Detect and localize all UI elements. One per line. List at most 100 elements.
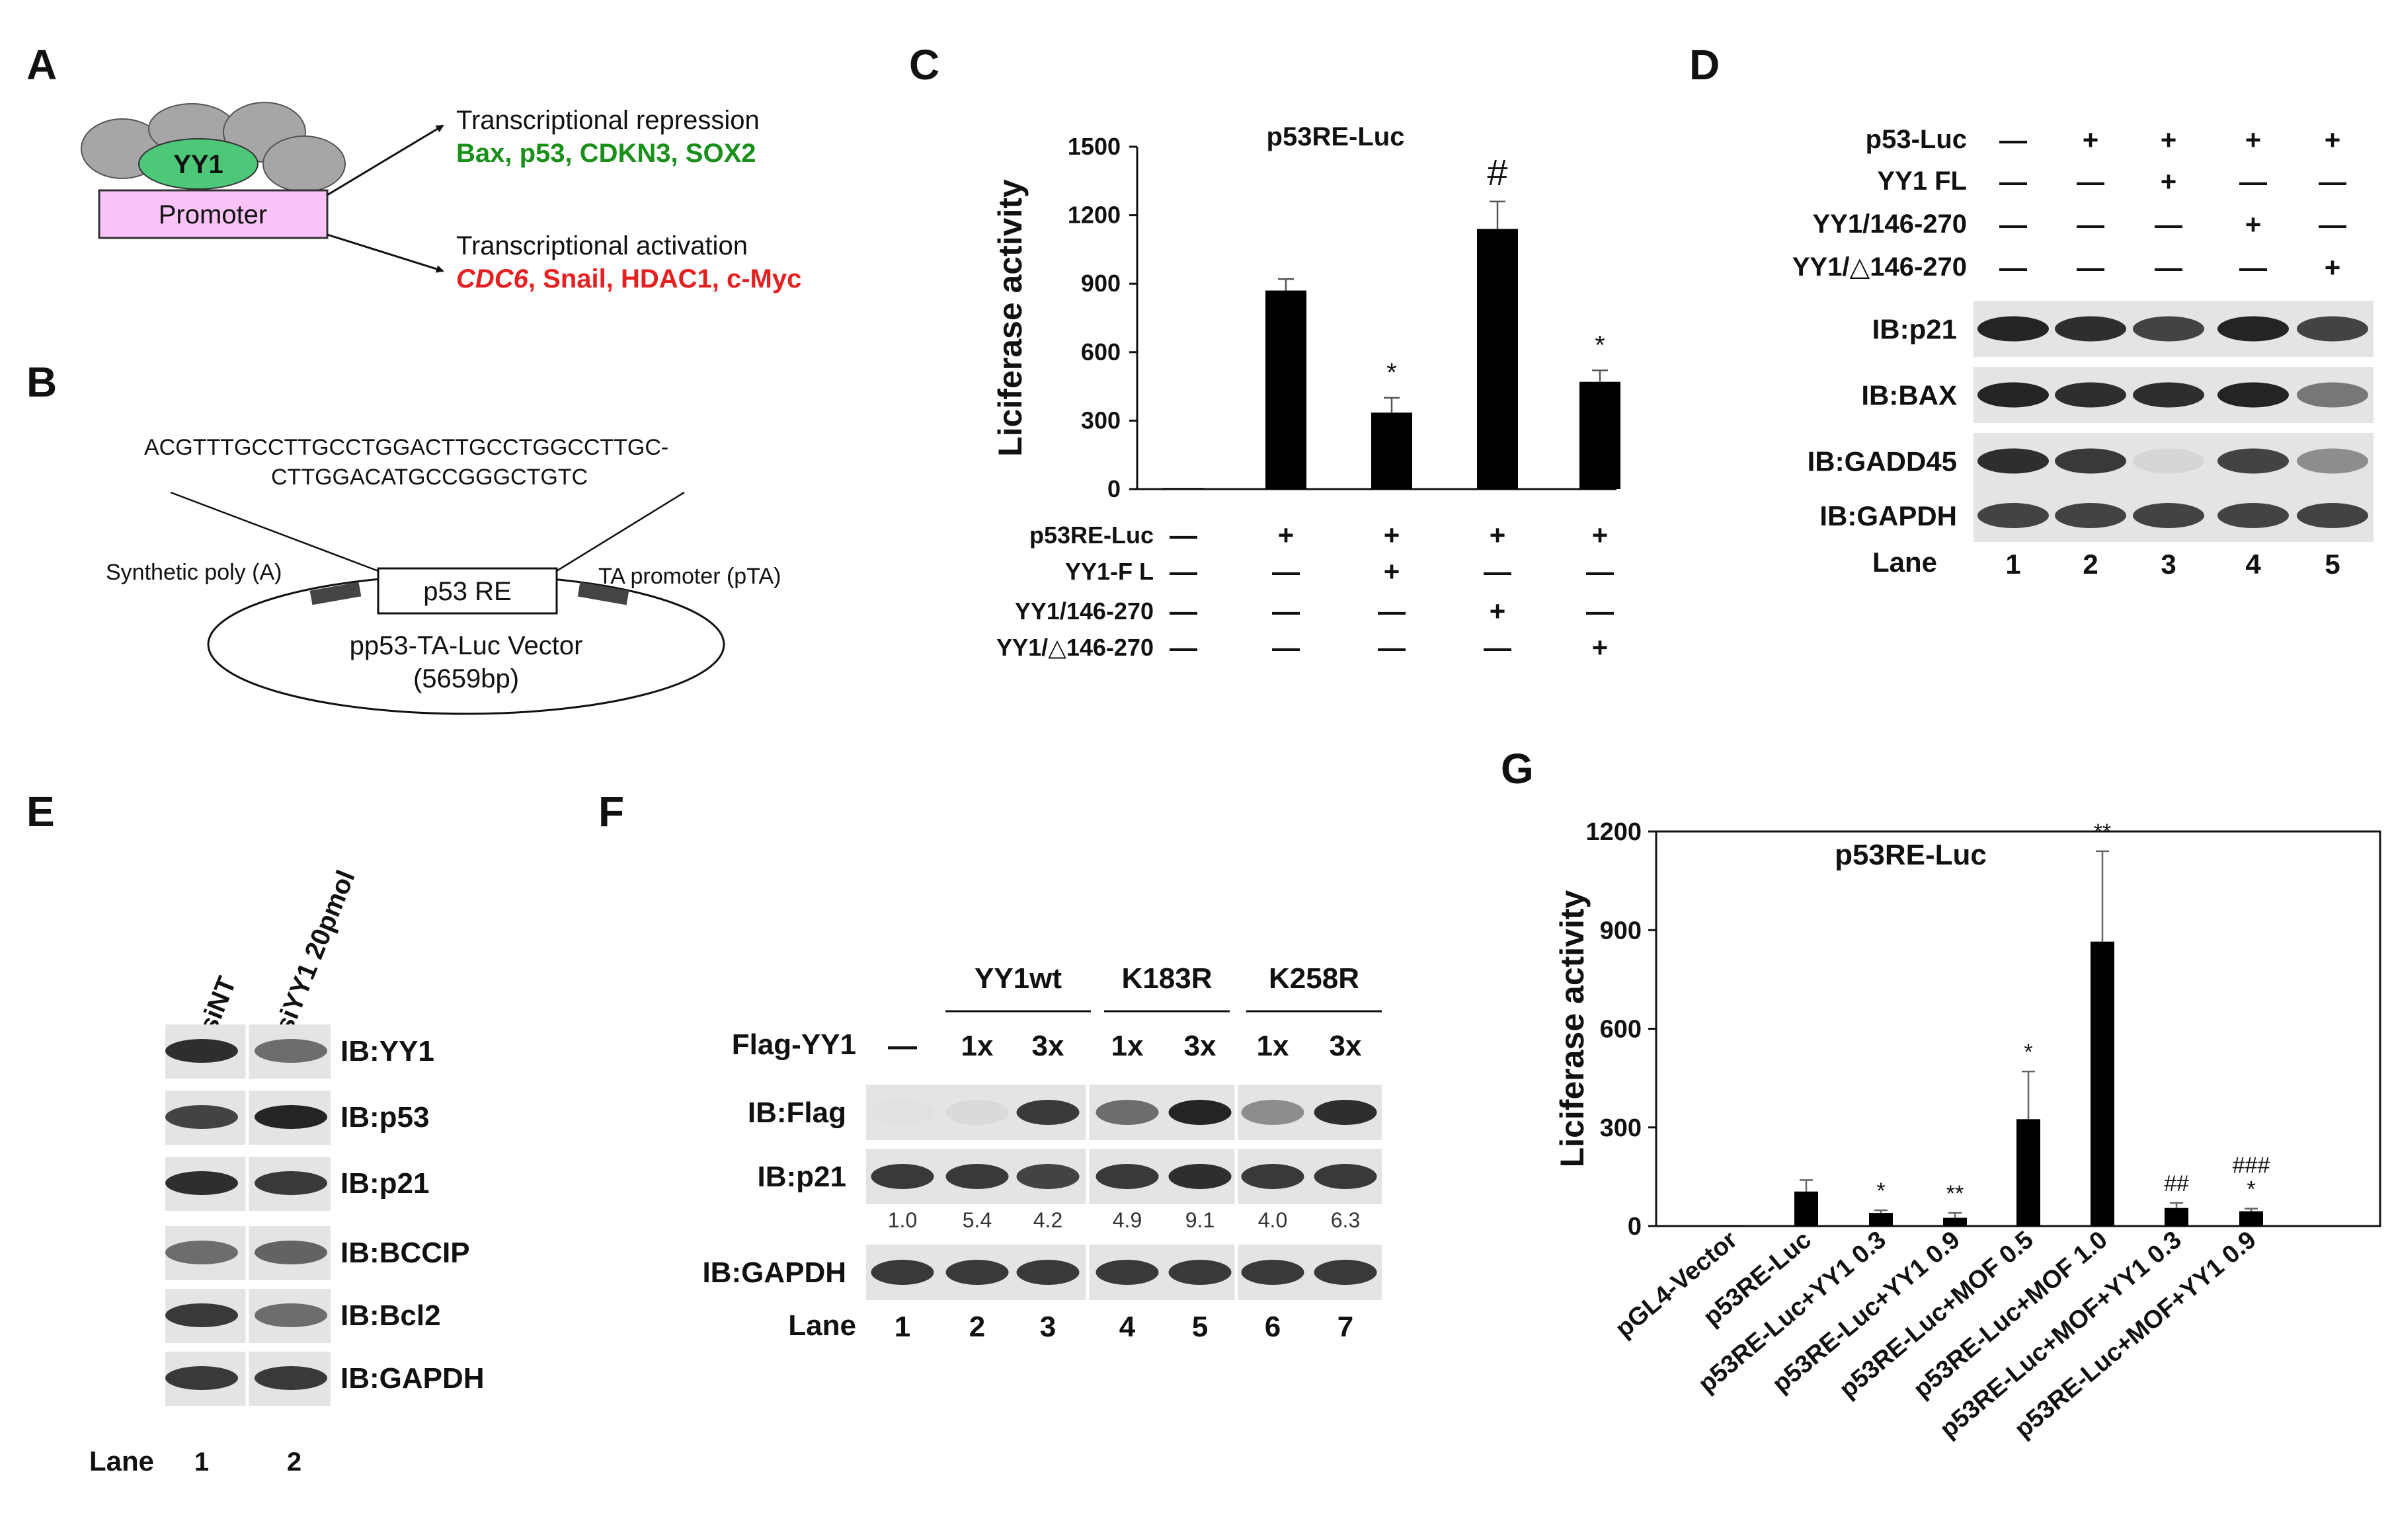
- protein-band: [255, 1241, 327, 1264]
- y-tick-label: 0: [1628, 1213, 1642, 1241]
- lane-number: 5: [1192, 1311, 1208, 1343]
- dose-label: 1x: [1111, 1030, 1144, 1062]
- y-tick-label: 900: [1081, 270, 1121, 297]
- repression-arrow: [327, 124, 444, 196]
- significance-mark: ###: [2233, 1153, 2270, 1178]
- blot-label: IB:GADD45: [1808, 446, 1957, 477]
- bar: [2091, 941, 2114, 1226]
- treatment-mark: —: [2239, 252, 2267, 283]
- protein-band: [2297, 316, 2368, 342]
- treatment-mark: +: [2245, 209, 2262, 240]
- condition-mark: +: [1592, 632, 1609, 663]
- quant-value: 4.9: [1113, 1208, 1142, 1232]
- bar: [2165, 1208, 2188, 1226]
- repression-genes: Bax, p53, CDKN3, SOX2: [456, 139, 756, 168]
- protein-band: [945, 1260, 1009, 1285]
- lane-number: 2: [287, 1447, 301, 1477]
- quant-value: 1.0: [888, 1208, 917, 1232]
- protein-band: [1314, 1260, 1377, 1285]
- repression-title: Transcriptional repression: [456, 106, 760, 135]
- blot-label: IB:Bcl2: [340, 1299, 441, 1332]
- lane-title: Lane: [89, 1445, 154, 1477]
- promoter-label: Promoter: [159, 200, 268, 229]
- protein-band: [1241, 1164, 1304, 1189]
- protein-band: [165, 1039, 238, 1063]
- significance-mark: #: [1487, 151, 1507, 193]
- treatment-mark: —: [2155, 252, 2182, 283]
- dose-label: 3x: [1032, 1030, 1064, 1062]
- promoter-box: [98, 189, 329, 239]
- blot-label: IB:BAX: [1861, 380, 1957, 411]
- treatment-mark: +: [2083, 124, 2099, 155]
- group-label: K258R: [1269, 962, 1359, 995]
- y-axis-title: Liciferase activity: [992, 179, 1029, 457]
- treatment-mark: +: [2161, 124, 2177, 155]
- blot-label: IB:YY1: [340, 1035, 434, 1067]
- panel-label-e: E: [26, 788, 55, 835]
- lane-number: 3: [1040, 1311, 1056, 1343]
- ta-promoter-label: TA promoter (pTA): [598, 564, 781, 589]
- protein-band: [1096, 1260, 1159, 1285]
- treatment-mark: +: [2325, 252, 2341, 283]
- protein-band: [1241, 1100, 1304, 1125]
- lane-number: 4: [1119, 1311, 1136, 1343]
- protein-band: [2055, 382, 2126, 408]
- protein-band: [945, 1100, 1009, 1125]
- blot-label: IB:GAPDH: [702, 1256, 846, 1289]
- treatment-mark: +: [2325, 124, 2341, 155]
- lane-number: 7: [1337, 1311, 1353, 1343]
- panel-e-western-blot: siNT siYY1 20pmolIB:YY1IB:p53IB:p21IB:BCC…: [89, 866, 485, 1477]
- significance-mark: *: [1876, 1178, 1885, 1204]
- lane-number: 2: [2083, 549, 2098, 580]
- dose-label: 1x: [961, 1030, 994, 1062]
- protein-band: [871, 1100, 934, 1125]
- y-tick-label: 0: [1107, 475, 1121, 502]
- column-label: siYY1 20pmol: [270, 866, 361, 1037]
- treatment-mark: +: [2245, 124, 2262, 155]
- dose-label: 3x: [1330, 1030, 1362, 1062]
- protein-band: [1096, 1164, 1159, 1189]
- group-label: K183R: [1122, 962, 1213, 995]
- dose-label: —: [888, 1030, 917, 1062]
- y-tick-label: 1200: [1585, 818, 1642, 846]
- treatment-mark: —: [2239, 166, 2267, 197]
- condition-mark: —: [1378, 632, 1406, 663]
- yy1-protein: [138, 138, 259, 190]
- condition-mark: —: [1170, 556, 1197, 587]
- condition-mark: —: [1378, 596, 1406, 627]
- row-label: Flag-YY1: [732, 1028, 856, 1061]
- condition-mark: +: [1490, 520, 1506, 551]
- lane-number: 4: [2245, 549, 2261, 580]
- condition-label: p53RE-Luc: [1029, 521, 1154, 549]
- protein-band: [1977, 503, 2049, 528]
- y-tick-label: 1500: [1068, 133, 1121, 160]
- bar: [1579, 381, 1620, 489]
- condition-mark: +: [1278, 520, 1295, 551]
- polya-label: Synthetic poly (A): [106, 560, 282, 585]
- protein-band: [1016, 1100, 1080, 1125]
- y-tick-label: 1200: [1068, 202, 1121, 229]
- significance-mark: **: [2094, 820, 2111, 845]
- condition-mark: —: [1484, 632, 1511, 663]
- protein-band: [1241, 1260, 1304, 1285]
- quant-value: 4.2: [1033, 1208, 1062, 1232]
- protein-band: [2217, 448, 2289, 474]
- p53-re-label: p53 RE: [423, 577, 511, 606]
- protein-band: [1016, 1260, 1080, 1285]
- protein-band: [165, 1303, 238, 1327]
- condition-mark: —: [1170, 596, 1197, 627]
- treatment-mark: —: [2077, 252, 2104, 283]
- bar: [2016, 1119, 2040, 1226]
- bar: [2239, 1211, 2263, 1226]
- dose-label: 1x: [1257, 1030, 1289, 1062]
- y-tick-label: 600: [1081, 338, 1121, 366]
- lane-title: Lane: [1872, 547, 1937, 578]
- treatment-mark: —: [1999, 209, 2027, 240]
- panel-a-diagram: YY1 Promoter Transcriptional repression …: [81, 102, 801, 293]
- treatment-mark: —: [1999, 124, 2027, 155]
- condition-mark: +: [1384, 556, 1400, 587]
- condition-mark: —: [1170, 520, 1197, 551]
- protein-band: [165, 1171, 238, 1195]
- blot-label: IB:p21: [1872, 314, 1957, 345]
